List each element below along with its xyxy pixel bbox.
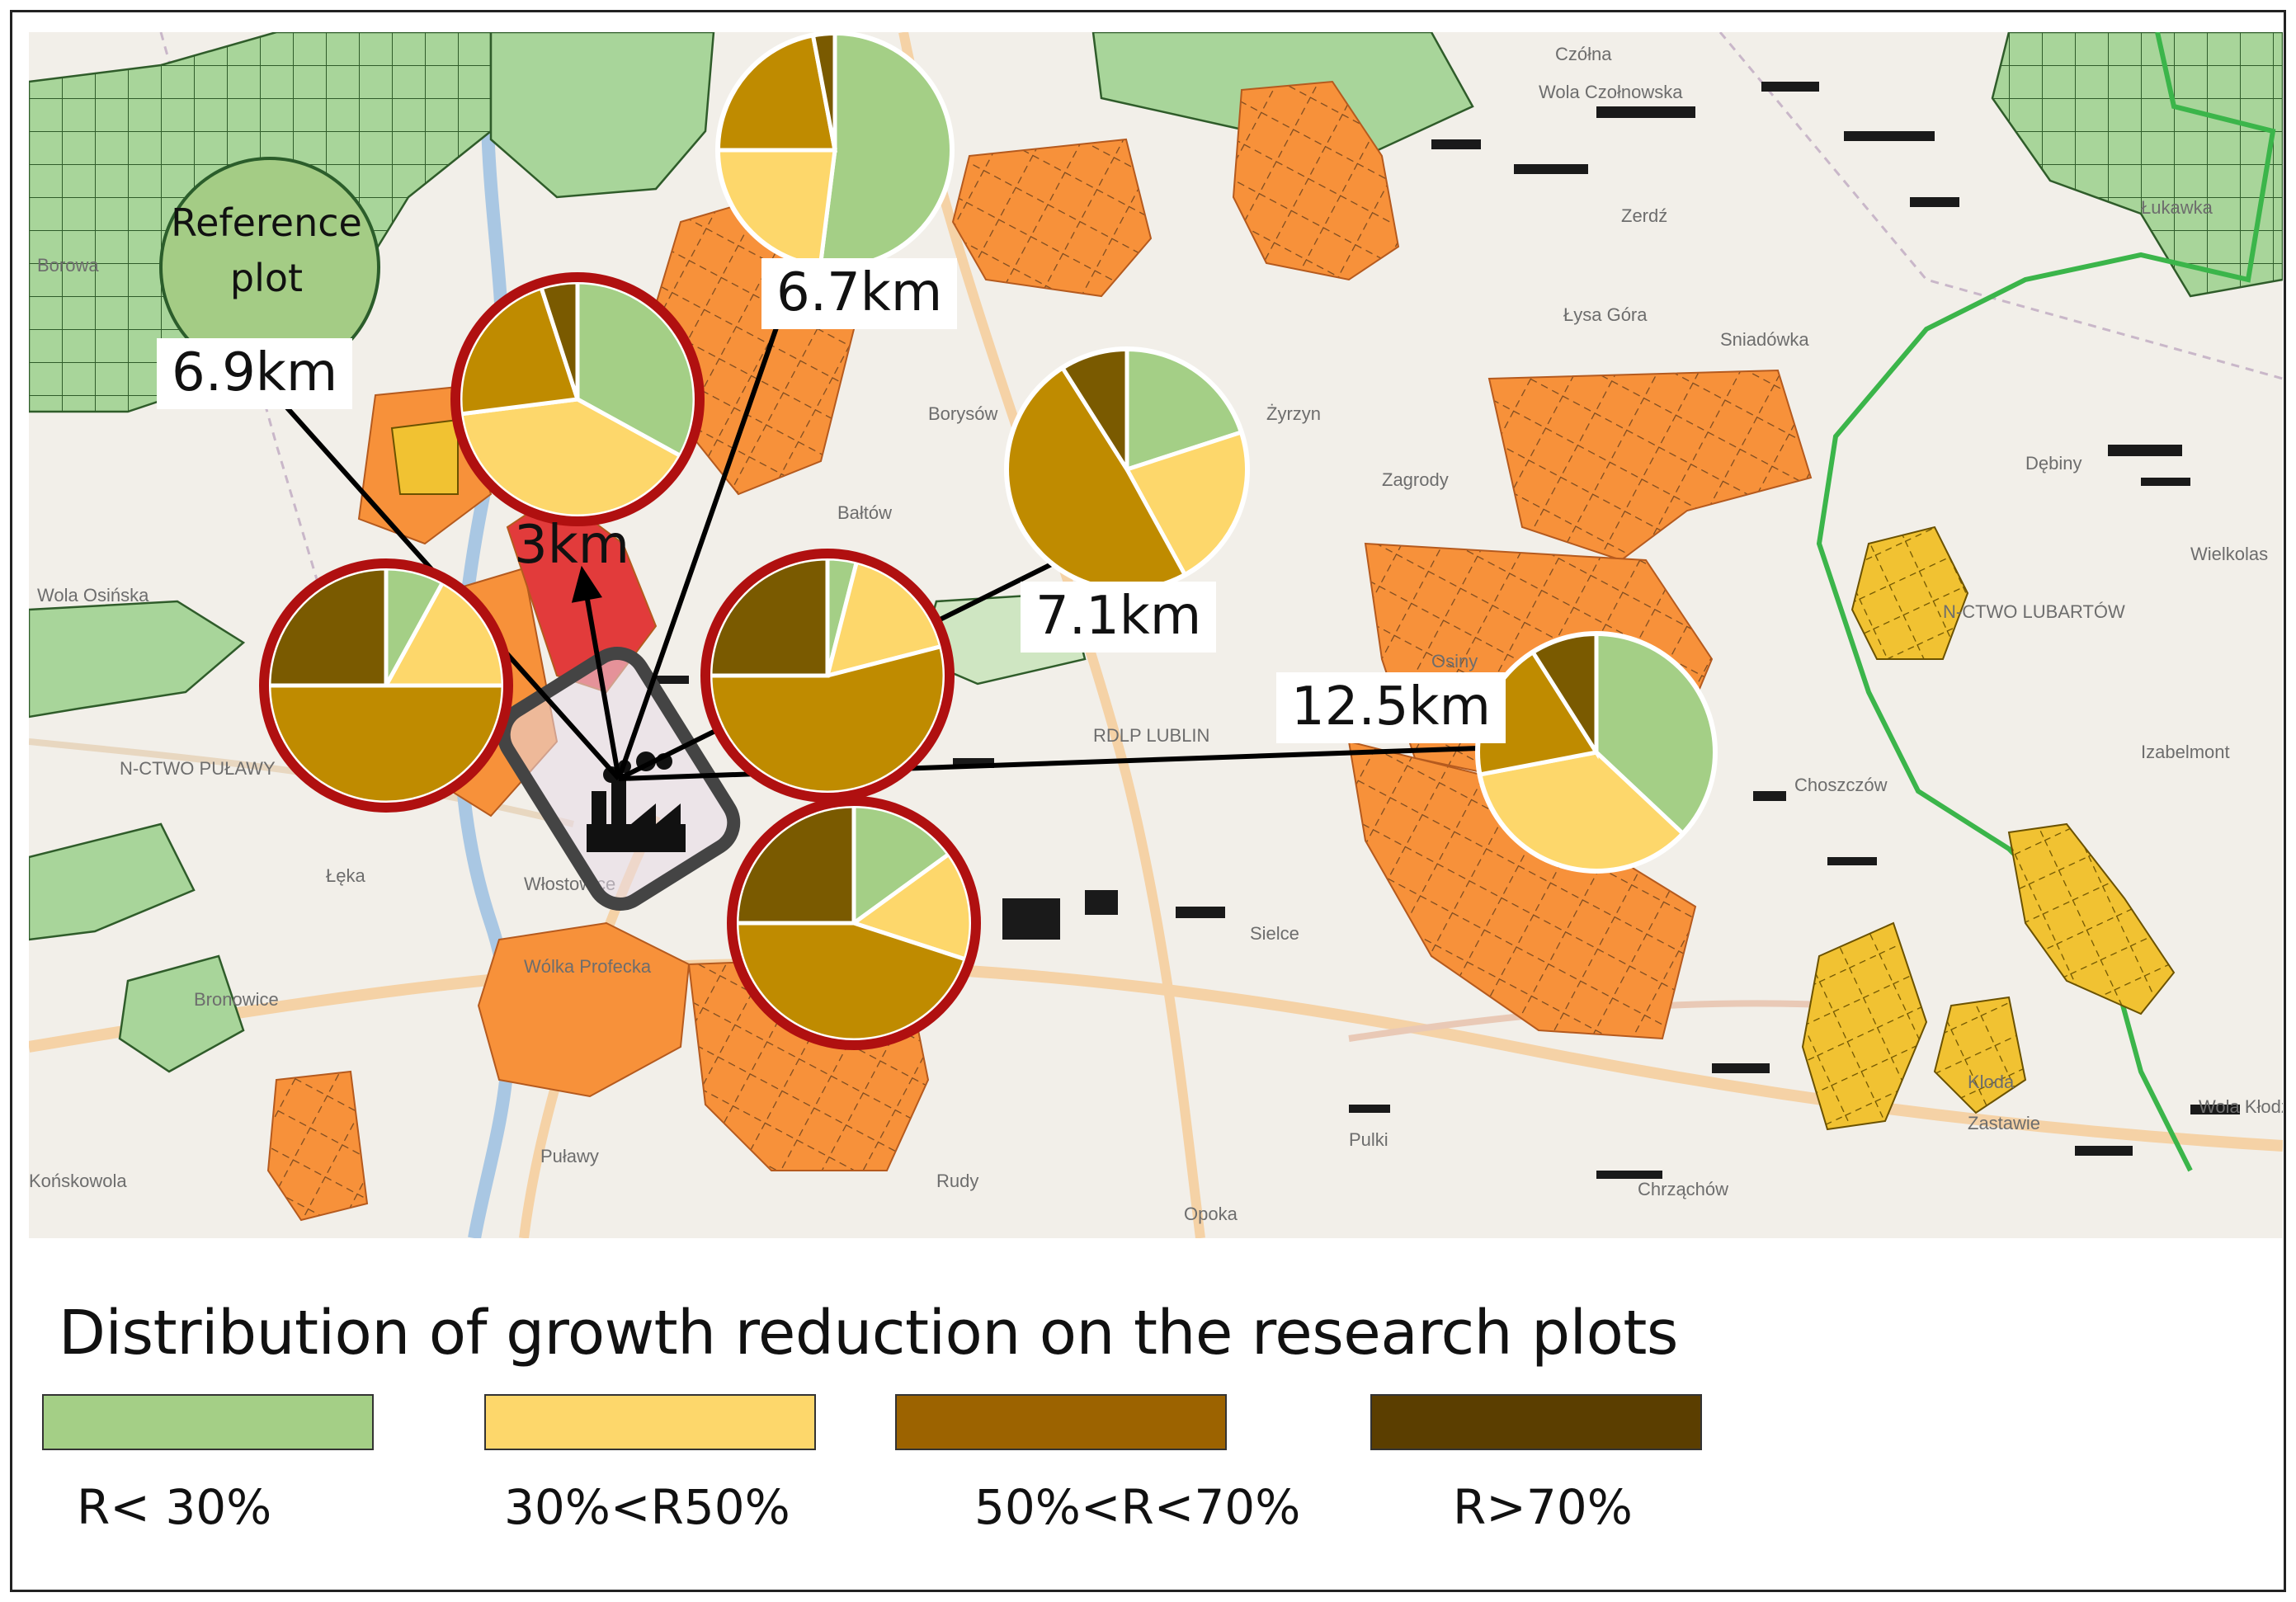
pie-ring-plot-center-east xyxy=(700,549,955,803)
reference-label-line2: plot xyxy=(229,255,304,300)
place-choszczow: Choszczów xyxy=(1794,775,1888,795)
place-nctwo-lubartow: N-CTWO LUBARTÓW xyxy=(1943,601,2125,622)
place-wolka-profecka: Wólka Profecka xyxy=(524,956,652,977)
place-izabelmont: Izabelmont xyxy=(2141,742,2230,762)
place-pulawy: Puławy xyxy=(540,1146,599,1166)
place-kloda: Kloda xyxy=(1968,1072,2015,1092)
place-wola-klodzka: Wola Kłodzka xyxy=(2199,1096,2283,1117)
pie-slice-plot-3km-1 xyxy=(459,397,683,519)
figure-frame: Czółna Wola Czołnowska Zerdź Łukawka Bor… xyxy=(10,10,2286,1592)
place-rudy: Rudy xyxy=(936,1171,978,1191)
place-borysow: Borysów xyxy=(928,403,997,424)
legend-swatch-r-30-50 xyxy=(484,1394,816,1450)
pie-slice-plot-3km-2 xyxy=(458,285,581,417)
pie-slice-plot-south-2 xyxy=(734,921,969,1043)
pie-slice-plot-south-3 xyxy=(734,803,856,926)
place-zastawie: Zastawie xyxy=(1968,1113,2040,1133)
place-osiny: Osiny xyxy=(1431,651,1478,671)
pie-charts xyxy=(259,32,1718,1050)
pie-slice-plot-center-east-2 xyxy=(708,643,947,795)
reference-plot-label: Reference plot xyxy=(159,196,374,305)
place-borowa: Borowa xyxy=(37,255,99,276)
place-zagrody: Zagrody xyxy=(1382,469,1449,490)
place-lukawka: Łukawka xyxy=(2141,197,2213,218)
place-wielkolas: Wielkolas xyxy=(2190,544,2268,564)
pie-ring-plot-south xyxy=(727,796,981,1050)
distance-label-7-1km: 7.1km xyxy=(1021,582,1217,653)
legend-label-r-30-50: 30%<R50% xyxy=(504,1479,790,1535)
place-rdlp-lublin: RDLP LUBLIN xyxy=(1093,725,1209,746)
pie-plot-3km xyxy=(450,272,705,526)
legend-swatch-r-lt-30 xyxy=(42,1394,374,1450)
legend-label-r-lt-30: R< 30% xyxy=(77,1479,272,1535)
pie-slice-plot-south-0 xyxy=(851,803,952,927)
place-opoka: Opoka xyxy=(1184,1204,1238,1224)
place-debiny: Dębiny xyxy=(2025,453,2081,474)
distance-label-6-9km: 6.9km xyxy=(157,338,353,409)
legend-swatch-r-50-70 xyxy=(895,1394,1227,1450)
pie-ring-plot-12-5km xyxy=(1475,631,1718,874)
pie-slice-plot-west-3 xyxy=(266,566,389,688)
legend-swatch-r-gt-70 xyxy=(1370,1394,1702,1450)
place-bronowice: Bronowice xyxy=(194,989,279,1010)
pie-slice-plot-west-1 xyxy=(382,580,506,688)
pie-slice-plot-west-2 xyxy=(266,683,506,805)
pie-plot-6-7km xyxy=(715,32,955,270)
place-zyrzyn: Żyrzyn xyxy=(1266,403,1321,424)
place-sniadowka: Sniadówka xyxy=(1720,329,1809,350)
place-zerdz: Zerdź xyxy=(1621,205,1667,226)
place-nctwo-pulawy: N-CTWO PUŁAWY xyxy=(120,758,276,779)
pie-ring-plot-3km xyxy=(450,272,705,526)
forest-stands-yellow xyxy=(390,418,2176,1131)
distance-label-12-5km: 12.5km xyxy=(1276,672,1506,743)
reference-label-line1: Reference xyxy=(171,200,362,245)
place-wola-czolnowska: Wola Czołnowska xyxy=(1539,82,1683,102)
pie-slice-plot-3km-0 xyxy=(575,280,697,459)
pie-plot-south xyxy=(727,796,981,1050)
factory-icon xyxy=(587,752,686,852)
map: Czółna Wola Czołnowska Zerdź Łukawka Bor… xyxy=(29,32,2283,1238)
legend-title: Distribution of growth reduction on the … xyxy=(59,1298,1678,1369)
place-pulki: Pulki xyxy=(1349,1129,1388,1150)
place-czolna: Czółna xyxy=(1555,44,1612,64)
legend-label-r-50-70: 50%<R<70% xyxy=(974,1479,1301,1535)
pie-plot-12-5km xyxy=(1475,631,1718,874)
place-sielce: Sielce xyxy=(1250,923,1299,944)
pie-plot-7-1km xyxy=(1004,346,1250,592)
place-baltow: Bałtów xyxy=(837,502,892,523)
place-lysa-gora: Łysa Góra xyxy=(1563,304,1648,325)
pie-slice-plot-center-east-3 xyxy=(708,556,830,678)
forest-fragments xyxy=(656,82,2240,1179)
place-leka: Łęka xyxy=(326,865,365,886)
pie-ring-plot-west xyxy=(259,558,513,813)
legend-label-r-gt-70: R>70% xyxy=(1453,1479,1633,1535)
distance-label-3km: 3km xyxy=(514,515,630,576)
distance-label-6-7km: 6.7km xyxy=(761,258,958,329)
pie-plot-center-east xyxy=(700,549,955,803)
pie-plot-west xyxy=(259,558,513,813)
place-konskowola: Końskowola xyxy=(29,1171,127,1191)
pie-slice-plot-south-1 xyxy=(849,851,974,963)
place-chrzachow: Chrząchów xyxy=(1638,1179,1728,1199)
place-wola-osinska: Wola Osińska xyxy=(37,585,149,605)
place-names: Czółna Wola Czołnowska Zerdź Łukawka Bor… xyxy=(29,44,2283,1224)
